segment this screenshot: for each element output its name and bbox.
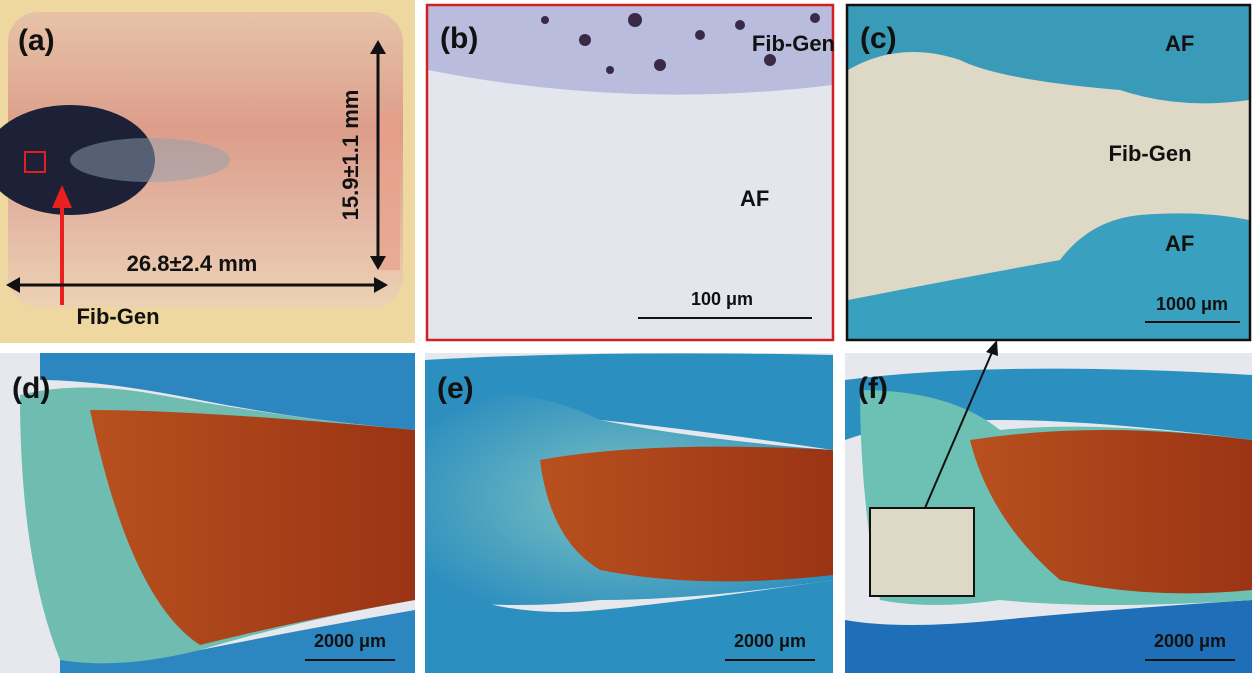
panel-d: (d) 2000 μm — [0, 353, 415, 673]
scale-bar-label: 2000 μm — [1154, 631, 1226, 651]
annotation: Fib-Gen — [76, 304, 159, 329]
panel-label: (f) — [858, 372, 888, 405]
annotation: AF — [1165, 231, 1194, 256]
figure: (a) 15.9±1.1 mm 26.8±2.4 mm Fib-Gen (b) … — [0, 0, 1252, 673]
annotation: Fib-Gen — [752, 31, 835, 56]
panel-label: (e) — [437, 372, 474, 405]
scale-bar-label: 2000 μm — [734, 631, 806, 651]
panel-a: (a) 15.9±1.1 mm 26.8±2.4 mm Fib-Gen — [0, 0, 415, 343]
panel-label: (b) — [440, 22, 478, 55]
panel-label: (a) — [18, 24, 55, 57]
annotation: 15.9±1.1 mm — [338, 90, 363, 221]
annotation: AF — [1165, 31, 1194, 56]
scale-bar-label: 2000 μm — [314, 631, 386, 651]
panel-label: (d) — [12, 372, 50, 405]
panel-e: (e) 2000 μm — [425, 353, 833, 673]
annotation: AF — [740, 186, 769, 211]
panel-b: (b) Fib-Gen AF 100 μm — [427, 5, 835, 340]
panel-f: (f) 2000 μm — [845, 340, 1252, 673]
panel-c: (c) AF Fib-Gen AF 1000 μm — [847, 5, 1250, 340]
scale-bar-label: 1000 μm — [1156, 294, 1228, 314]
annotation: 26.8±2.4 mm — [127, 251, 258, 276]
annotation: Fib-Gen — [1108, 141, 1191, 166]
scale-bar-label: 100 μm — [691, 289, 753, 309]
panel-label: (c) — [860, 22, 897, 55]
